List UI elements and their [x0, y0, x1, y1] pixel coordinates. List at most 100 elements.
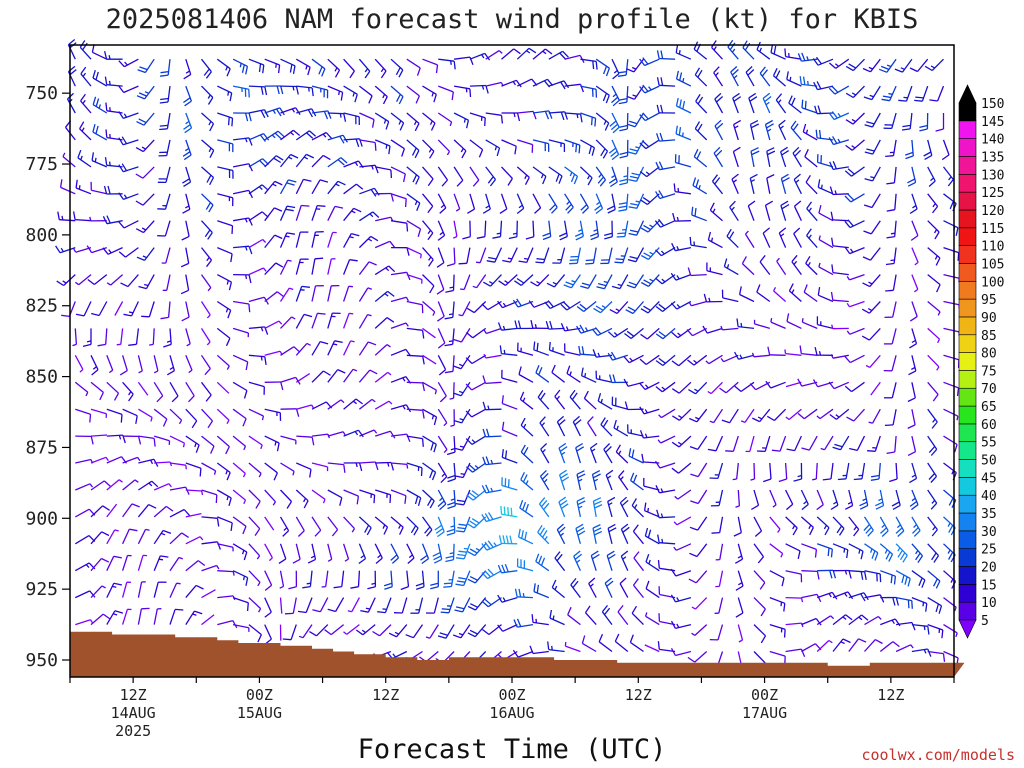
wind-barb-feather [834, 443, 843, 448]
wind-barb-feather [624, 401, 629, 410]
wind-barb-shaft [295, 516, 305, 532]
wind-barb-feather [274, 234, 283, 240]
wind-barb-feather [431, 472, 437, 481]
wind-barb-shaft [311, 313, 319, 329]
wind-barb-half-feather [803, 500, 808, 505]
wind-barb-shaft [644, 510, 660, 518]
wind-barb-feather [901, 128, 911, 131]
wind-barb-feather [525, 236, 534, 240]
x-tick-year: 2025 [115, 722, 151, 740]
wind-barb-feather [762, 92, 771, 99]
wind-barb-half-feather [490, 459, 494, 465]
wind-barb-feather [751, 150, 760, 156]
wind-barb-feather [860, 571, 864, 580]
wind-barb-feather [918, 577, 923, 586]
wind-barb-shaft [769, 489, 777, 505]
wind-barb-feather [529, 645, 534, 654]
wind-barb-half-feather [450, 447, 455, 451]
wind-barb-feather [655, 249, 662, 257]
wind-barb-half-feather [108, 55, 111, 60]
wind-barb-shaft [677, 489, 692, 500]
wind-barb-half-feather [402, 377, 406, 382]
wind-barb-feather [426, 529, 433, 537]
wind-barb-feather [935, 603, 940, 613]
wind-barb-feather [492, 236, 501, 239]
wind-barb-feather [936, 284, 941, 293]
wind-barb-feather [368, 261, 377, 266]
wind-barb-feather [545, 48, 553, 55]
wind-barb-half-feather [911, 497, 916, 502]
wind-barb-shaft [805, 181, 818, 195]
credit-link[interactable]: coolwx.com/models [861, 746, 1015, 764]
wind-barb-shaft [509, 247, 518, 263]
wind-barb-half-feather [85, 391, 89, 397]
wind-barb-half-feather [150, 459, 154, 465]
wind-barb-feather [632, 578, 639, 586]
wind-barb-shaft [753, 516, 763, 532]
wind-barb-feather [863, 230, 872, 235]
wind-barb-shaft [121, 355, 128, 371]
wind-barb-feather [595, 207, 603, 215]
wind-barb-feather [814, 105, 818, 114]
wind-barb-half-feather [524, 174, 528, 180]
wind-barb-shaft [633, 85, 645, 100]
wind-barb-shaft [375, 216, 391, 222]
wind-barb-feather [731, 173, 739, 180]
wind-barb-feather [497, 624, 504, 632]
wind-barb-shaft [556, 529, 566, 545]
wind-barb-feather [879, 594, 885, 603]
wind-barb-shaft [927, 570, 941, 582]
wind-barb-shaft [501, 484, 518, 491]
wind-barb-feather [756, 284, 761, 293]
wind-barb-shaft [852, 58, 865, 72]
wind-barb-feather [367, 341, 377, 346]
wind-barb-feather [75, 179, 78, 189]
wind-barb-half-feather [806, 56, 809, 61]
wind-barb-half-feather [278, 320, 283, 325]
wind-barb-half-feather [708, 297, 711, 302]
wind-barb-feather [828, 137, 834, 145]
wind-barb-half-feather [846, 276, 850, 281]
wind-barb-shaft [564, 54, 581, 60]
wind-barb-feather [573, 176, 579, 185]
wind-barb-feather [619, 178, 628, 182]
wind-barb-feather [928, 180, 936, 187]
wind-barb-shaft [200, 301, 211, 316]
wind-barb-shaft [635, 139, 645, 155]
wind-barb-shaft [742, 47, 755, 60]
wind-barb-shaft [659, 57, 676, 60]
wind-barb-feather [805, 255, 811, 264]
wind-barb-half-feather [578, 229, 583, 232]
wind-barb-feather [205, 71, 212, 79]
wind-barb-shaft [153, 582, 159, 598]
wind-barb-feather [577, 500, 586, 506]
wind-barb-feather [439, 395, 447, 403]
wind-barb-feather [643, 224, 651, 231]
wind-barb-shaft [779, 435, 787, 452]
wind-barb-feather [182, 151, 191, 157]
wind-barb-half-feather [789, 76, 792, 82]
wind-barb-shaft [730, 71, 739, 87]
wind-barb-shaft [90, 408, 107, 415]
wind-barb-shaft [201, 166, 214, 178]
wind-barb-shaft [816, 615, 831, 626]
wind-barb-feather [573, 550, 581, 557]
wind-barb-feather [295, 107, 301, 115]
wind-barb-half-feather [914, 261, 919, 266]
wind-barb-feather [690, 473, 699, 478]
wind-barb-shaft [122, 503, 133, 518]
wind-barb-feather [627, 151, 637, 155]
wind-barb-shaft [167, 86, 171, 103]
wind-barb-half-feather [101, 585, 106, 589]
wind-barb-half-feather [339, 113, 342, 118]
wind-barb-feather [430, 582, 439, 586]
wind-barb-shaft [106, 479, 120, 491]
wind-barb-shaft [694, 624, 708, 636]
wind-barb-shaft [90, 505, 104, 518]
wind-barb-feather [135, 228, 144, 234]
wind-barb-feather [607, 352, 614, 361]
wind-barb-half-feather [731, 206, 735, 211]
wind-barb-shaft [620, 555, 629, 571]
wind-barb-feather [99, 392, 104, 401]
wind-barb-feather [457, 526, 466, 530]
